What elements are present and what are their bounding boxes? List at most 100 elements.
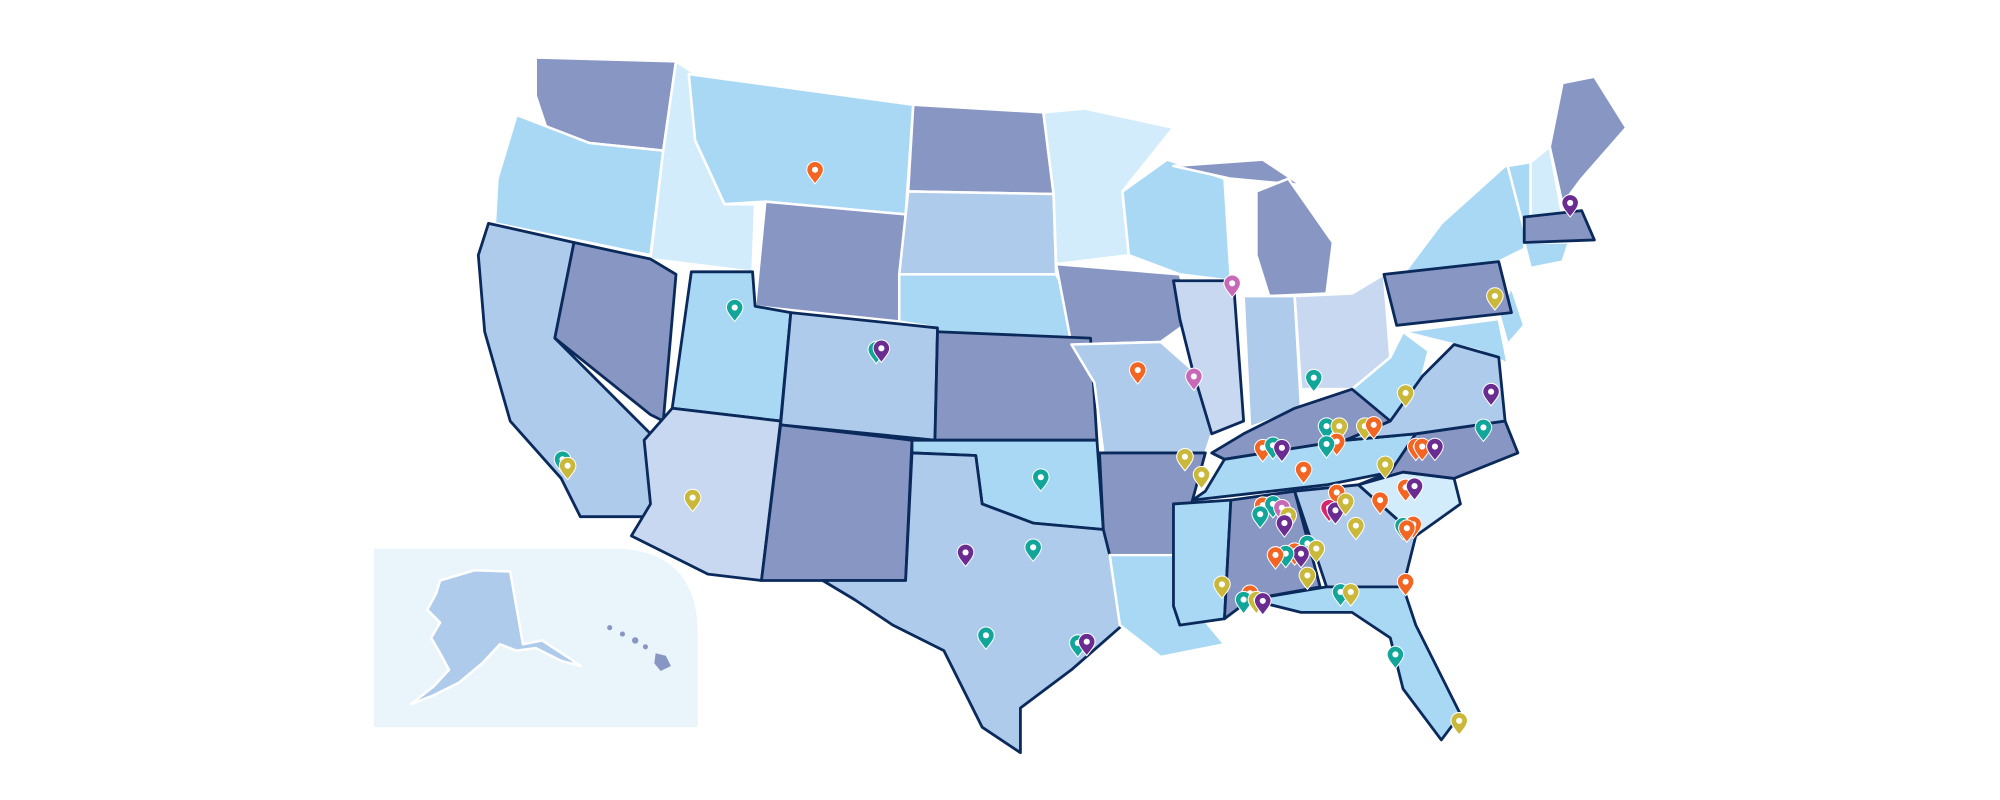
pin-dot: [1382, 461, 1389, 468]
pin-dot: [1313, 545, 1320, 552]
pin-dot: [1336, 423, 1343, 430]
pin-dot: [1403, 525, 1410, 532]
location-pin[interactable]: [1192, 465, 1211, 490]
hawaii-island: [632, 637, 639, 644]
location-pin[interactable]: [1405, 477, 1424, 501]
location-pin[interactable]: [1128, 361, 1147, 385]
indiana: [1242, 294, 1303, 429]
pin-dot: [1297, 550, 1305, 557]
location-pin[interactable]: [1234, 590, 1253, 615]
pin-dot: [1218, 581, 1225, 588]
location-pin[interactable]: [1450, 712, 1468, 736]
alaska-hawaii-inset: [373, 548, 698, 728]
location-pin[interactable]: [1024, 538, 1042, 563]
pin-dot: [564, 462, 571, 469]
pin-dot: [1491, 292, 1498, 300]
location-pin[interactable]: [1266, 546, 1285, 570]
pin-dot: [1323, 423, 1330, 430]
pin-dot: [1083, 638, 1090, 645]
location-pin[interactable]: [1341, 583, 1360, 607]
location-pin[interactable]: [1294, 460, 1313, 485]
location-pin[interactable]: [1398, 519, 1416, 544]
pin-dot: [878, 345, 885, 352]
pin-dot: [1181, 453, 1189, 460]
hawaii-island: [619, 631, 625, 637]
missouri: [1070, 340, 1214, 455]
pin-dot: [1377, 497, 1384, 504]
pin-dot: [1304, 572, 1311, 579]
location-pin[interactable]: [1032, 468, 1050, 493]
location-pin[interactable]: [1223, 274, 1241, 299]
location-pin[interactable]: [1251, 505, 1270, 530]
location-pin[interactable]: [725, 298, 744, 323]
pin-dot: [1488, 388, 1495, 395]
location-pins: [553, 161, 1579, 736]
pin-dot: [1342, 498, 1349, 505]
pin-dot: [1030, 544, 1037, 551]
location-pin[interactable]: [872, 339, 891, 364]
location-pin[interactable]: [1376, 455, 1395, 480]
location-pin[interactable]: [1304, 368, 1323, 393]
pin-dot: [1198, 471, 1205, 478]
pin-dot: [1037, 474, 1044, 481]
location-pin[interactable]: [1561, 194, 1579, 218]
location-pin[interactable]: [1396, 384, 1415, 408]
location-pin[interactable]: [1253, 592, 1272, 616]
location-pin[interactable]: [956, 543, 975, 568]
pin-dot: [982, 632, 990, 639]
pin-dot: [1480, 424, 1487, 431]
location-pin[interactable]: [1371, 491, 1389, 515]
pin-dot: [1310, 374, 1317, 381]
pin-dot: [1332, 507, 1339, 514]
location-pin[interactable]: [1176, 448, 1194, 472]
massachusetts: [1522, 209, 1596, 244]
wisconsin: [1121, 158, 1233, 283]
connecticut: [1522, 241, 1571, 270]
location-pin[interactable]: [1364, 416, 1383, 440]
pin-dot: [1431, 443, 1439, 450]
location-pin[interactable]: [1474, 418, 1493, 443]
michigan: [1255, 177, 1335, 298]
location-pin[interactable]: [1292, 544, 1310, 569]
pin-dot: [731, 304, 738, 311]
pin-dot: [1352, 522, 1359, 529]
florida: [1248, 585, 1462, 742]
location-pin[interactable]: [1486, 287, 1504, 311]
location-pin[interactable]: [1185, 367, 1203, 392]
location-pin[interactable]: [1426, 437, 1444, 462]
pin-dot: [1259, 597, 1266, 604]
pin-dot: [1300, 466, 1307, 473]
pin-dot: [1456, 717, 1463, 724]
location-pin[interactable]: [1275, 514, 1294, 538]
pin-dot: [1333, 489, 1340, 496]
location-pin[interactable]: [806, 161, 824, 185]
location-pin[interactable]: [1396, 573, 1415, 597]
location-pin[interactable]: [1077, 632, 1096, 657]
location-pin[interactable]: [1336, 492, 1355, 517]
location-pin[interactable]: [1213, 575, 1231, 600]
wyoming: [753, 200, 907, 323]
pin-dot: [1411, 483, 1418, 490]
texas: [821, 451, 1124, 755]
pin-dot: [1392, 651, 1399, 658]
hawaii-island: [654, 653, 671, 672]
pin-dot: [1347, 588, 1354, 596]
location-pin[interactable]: [1298, 566, 1317, 591]
location-pin[interactable]: [1347, 516, 1365, 541]
location-pin[interactable]: [1317, 435, 1336, 459]
location-pin[interactable]: [1386, 645, 1405, 670]
pin-dot: [962, 549, 969, 556]
location-pin[interactable]: [1482, 382, 1500, 407]
pin-dot: [1323, 440, 1330, 448]
pin-dot: [1567, 199, 1574, 206]
pin-dot: [1419, 443, 1426, 450]
location-pin[interactable]: [558, 456, 577, 481]
mississippi: [1172, 498, 1233, 627]
location-pin[interactable]: [683, 488, 702, 513]
location-pin[interactable]: [1273, 439, 1291, 463]
location-pin[interactable]: [977, 626, 995, 651]
pin-dot: [1281, 520, 1288, 527]
